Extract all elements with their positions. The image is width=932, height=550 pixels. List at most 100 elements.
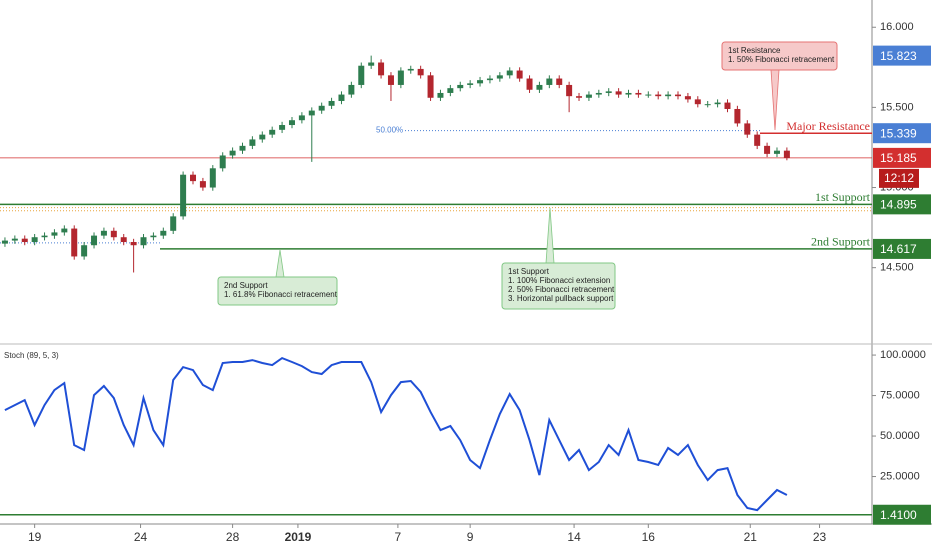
countdown-box xyxy=(879,168,919,188)
candle-body xyxy=(387,75,394,85)
fib-label: 50.00% xyxy=(376,126,403,135)
candle-body xyxy=(655,94,662,97)
candle-body xyxy=(704,104,711,106)
annotation-box xyxy=(217,276,338,306)
candle-body xyxy=(229,150,236,156)
x-tick-label: 21 xyxy=(744,530,758,544)
candle-body xyxy=(140,237,147,246)
x-tick-label: 16 xyxy=(642,530,656,544)
candle-body xyxy=(298,115,305,121)
candle-body xyxy=(239,145,246,151)
candle-body xyxy=(556,78,563,85)
x-tick-label: 9 xyxy=(467,530,474,544)
annotation-box xyxy=(721,41,838,71)
annotation-text: 1st Resistance xyxy=(728,46,781,55)
candle-body xyxy=(358,65,365,85)
candle-body xyxy=(120,237,127,243)
candle-body xyxy=(397,70,404,85)
candle-body xyxy=(288,120,295,126)
candle-body xyxy=(714,102,721,105)
x-tick-label: 14 xyxy=(567,530,581,544)
annotation-text: 3. Horizontal pullback support xyxy=(508,294,614,303)
candle-body xyxy=(506,70,513,76)
level-box xyxy=(873,123,931,144)
level-label: 14.895 xyxy=(880,198,917,212)
candle-body xyxy=(566,84,573,97)
annotation-text: 2. 50% Fibonacci retracement xyxy=(508,285,615,294)
last-price-label: 15.185 xyxy=(880,151,917,165)
candle-body xyxy=(437,92,444,98)
level-box xyxy=(873,194,931,215)
candle-body xyxy=(378,62,385,76)
candle-body xyxy=(31,237,38,243)
x-tick-label: 24 xyxy=(134,530,148,544)
candle-body xyxy=(675,94,682,97)
candle-body xyxy=(308,110,315,116)
candle-body xyxy=(91,235,98,246)
candle-body xyxy=(576,96,583,98)
candle-body xyxy=(407,68,414,71)
candle-body xyxy=(348,84,355,95)
marker-label: 15.823 xyxy=(880,49,917,63)
candle-body xyxy=(259,134,266,140)
candle-body xyxy=(635,92,642,95)
candle-body xyxy=(516,70,523,79)
candle-body xyxy=(447,88,454,93)
level-box xyxy=(873,238,931,259)
y-tick-label: 14.500 xyxy=(880,262,914,274)
candle-body xyxy=(605,91,612,93)
candle-body xyxy=(71,228,78,257)
candle-body xyxy=(486,78,493,81)
candle-body xyxy=(110,230,117,238)
level-name: 2nd Support xyxy=(811,235,871,249)
y-tick-label: 25.0000 xyxy=(880,470,920,482)
annotation-text: 1st Support xyxy=(508,267,550,276)
candle-body xyxy=(61,228,68,233)
y-tick-label: 50.0000 xyxy=(880,430,920,442)
candle-body xyxy=(51,232,58,236)
candle-body xyxy=(417,68,424,76)
candle-body xyxy=(318,105,325,111)
candle-body xyxy=(467,83,474,85)
annotation-text: 1. 100% Fibonacci extension xyxy=(508,276,610,285)
y-tick-label: 15.500 xyxy=(880,101,914,113)
candle-body xyxy=(130,242,137,246)
candle-body xyxy=(368,62,375,66)
candle-body xyxy=(41,235,48,238)
candle-body xyxy=(694,99,701,105)
candle-body xyxy=(546,78,553,85)
candle-body xyxy=(328,100,335,106)
candle-body xyxy=(724,102,731,109)
candle-body xyxy=(764,145,771,154)
candle-body xyxy=(180,174,187,217)
candle-body xyxy=(209,168,216,188)
candle-body xyxy=(645,94,652,96)
candle-body xyxy=(219,155,226,169)
candle-body xyxy=(11,238,18,241)
candle-body xyxy=(249,139,256,146)
candle-body xyxy=(665,94,672,97)
candle-body xyxy=(279,125,286,130)
candle-body xyxy=(625,92,632,95)
candle-body xyxy=(427,75,434,98)
candle-body xyxy=(526,78,533,90)
candle-body xyxy=(754,134,761,146)
x-tick-label: 7 xyxy=(395,530,402,544)
candle-body xyxy=(496,75,503,79)
candle-body xyxy=(160,230,167,236)
candle-body xyxy=(190,174,197,182)
candle-body xyxy=(773,150,780,154)
candle-body xyxy=(457,84,464,89)
level-label: 15.339 xyxy=(880,126,917,140)
candle-body xyxy=(477,80,484,84)
annotation-text: 1. 61.8% Fibonacci retracement xyxy=(224,290,338,299)
marker-box xyxy=(873,45,931,66)
x-tick-label: 23 xyxy=(813,530,827,544)
candle-body xyxy=(21,238,28,243)
last-price-box xyxy=(873,147,931,168)
annotation-text: 1. 50% Fibonacci retracement xyxy=(728,55,835,64)
y-tick-label: 75.0000 xyxy=(880,389,920,401)
candle-body xyxy=(783,150,790,158)
